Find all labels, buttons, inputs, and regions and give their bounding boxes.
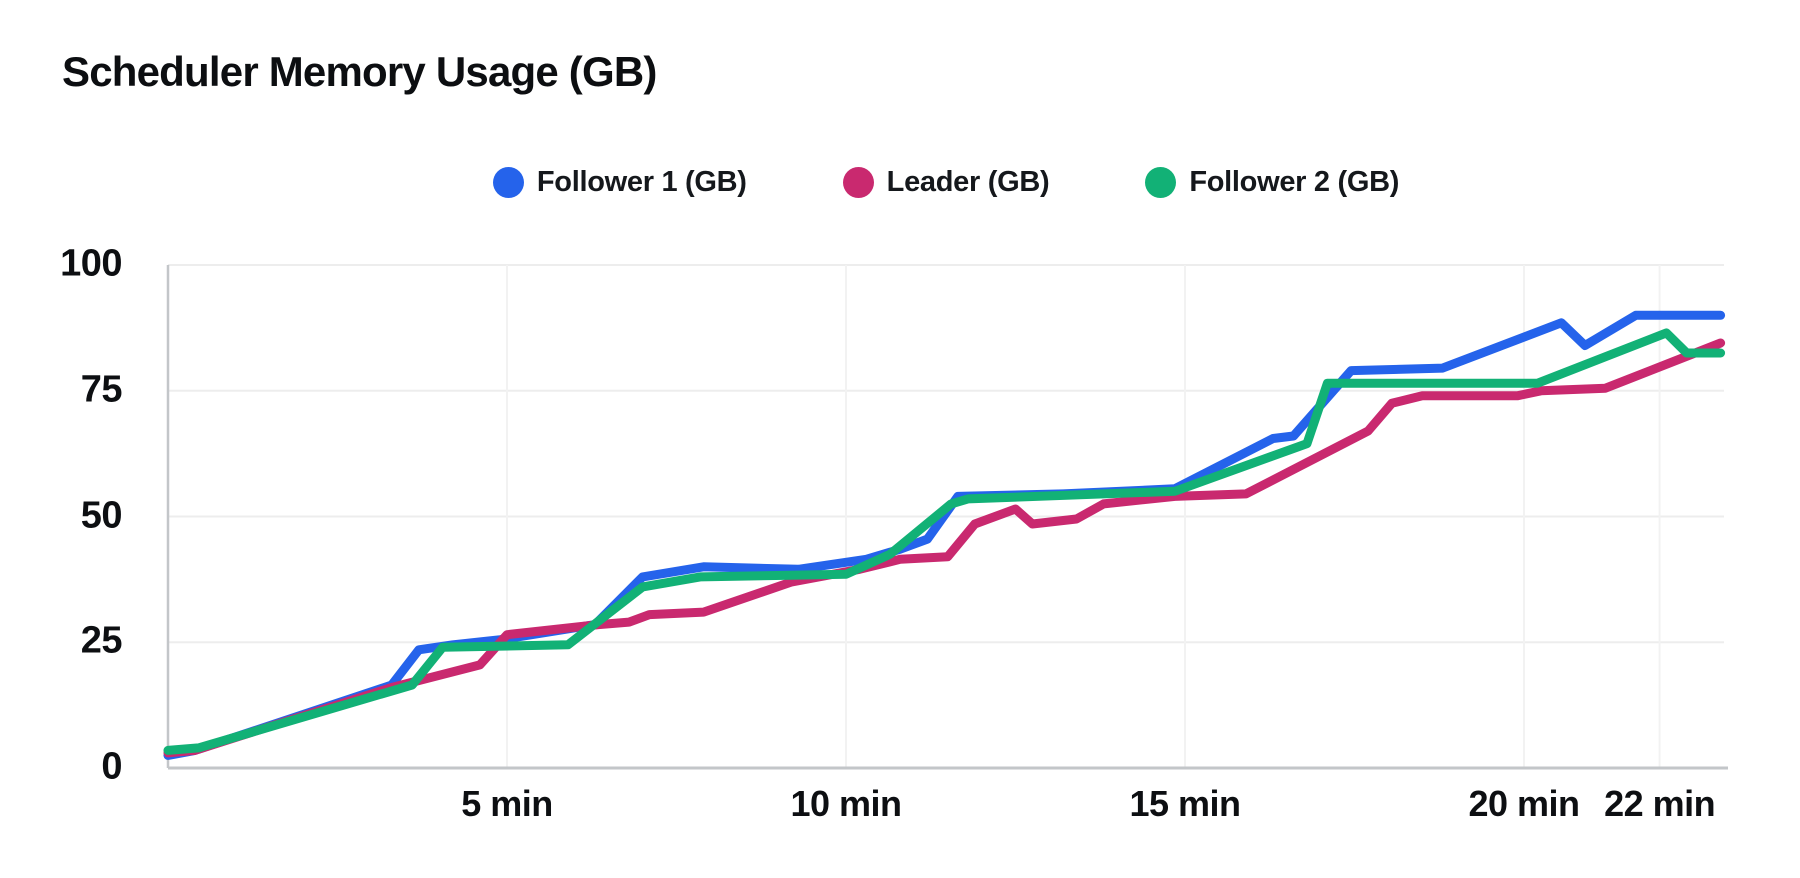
legend-label-follower-1: Follower 1 (GB) (536, 165, 747, 198)
y-tick-50: 50 (80, 494, 123, 537)
legend-item-leader[interactable]: Leader (GB) (842, 165, 1050, 199)
legend-item-follower-2[interactable]: Follower 2 (GB) (1145, 166, 1399, 199)
x-tick-20min: 20 min (1468, 783, 1580, 824)
chart-title: Scheduler Memory Usage (GB) (62, 48, 657, 95)
y-tick-100: 100 (60, 242, 122, 285)
legend-item-follower-1[interactable]: Follower 1 (GB) (492, 165, 747, 199)
legend-swatch-follower-2-icon (1145, 166, 1177, 198)
legend-swatch-follower-1-icon (492, 166, 524, 198)
x-tick-15min: 15 min (1129, 783, 1241, 824)
x-tick-22min: 22 min (1604, 783, 1716, 824)
y-tick-75: 75 (80, 368, 123, 411)
legend: Follower 1 (GB) Leader (GB) Follower 2 (… (168, 158, 1724, 206)
y-tick-0: 0 (101, 745, 122, 788)
x-tick-5min: 5 min (461, 783, 553, 824)
legend-label-follower-2: Follower 2 (GB) (1189, 165, 1400, 198)
y-tick-25: 25 (80, 619, 123, 662)
x-tick-10min: 10 min (790, 783, 902, 824)
legend-label-leader: Leader (GB) (886, 165, 1050, 198)
legend-swatch-leader-icon (842, 166, 874, 198)
